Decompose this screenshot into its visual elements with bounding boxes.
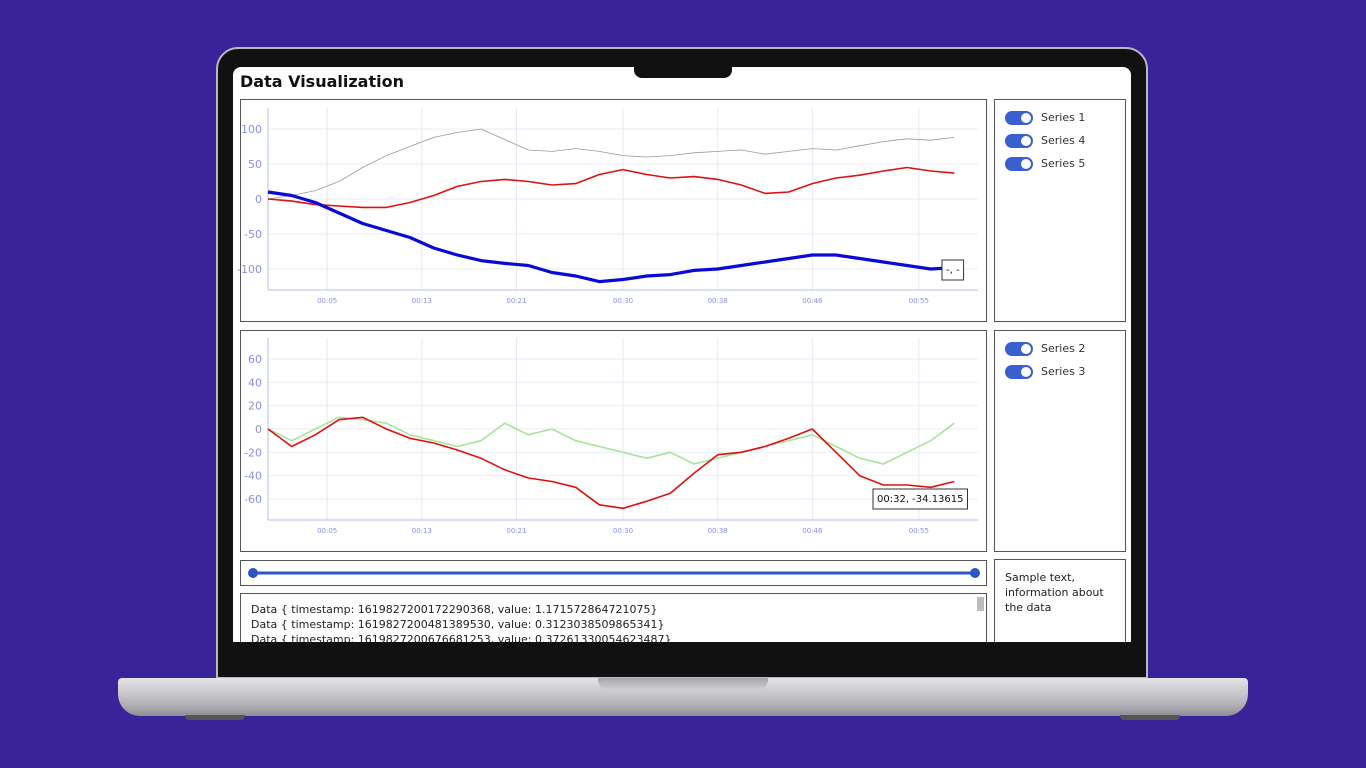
series-line [267, 128, 955, 200]
tooltip-box [941, 259, 965, 281]
chart-panel [240, 99, 987, 322]
tooltip-text: 00:32, -34.13615 [877, 494, 964, 505]
y-tick-label: -20 [244, 446, 262, 459]
toggle-switch[interactable] [1005, 364, 1033, 379]
legend-label: Series 3 [1041, 365, 1086, 378]
tooltip: 00:32, -34.13615 [872, 488, 968, 510]
scrollbar[interactable] [977, 597, 984, 611]
log-line: Data { timestamp: 1619827200676681253, v… [251, 633, 672, 642]
legend-panel: Series 1 Series 4 Series 5 [994, 99, 1126, 322]
x-tick-label: 00:38 [708, 527, 728, 535]
log-line: Data { timestamp: 1619827200481389530, v… [251, 618, 665, 631]
y-tick-label: -60 [244, 493, 262, 506]
chart-panel [240, 330, 987, 552]
screen: Data Visualization Series 1 Series 4 Serie… [233, 67, 1131, 642]
info-panel: Sample text, information about the data [994, 559, 1126, 642]
y-tick-label: -40 [244, 470, 262, 483]
y-tick-label: 60 [248, 353, 262, 366]
x-tick-label: 00:46 [802, 297, 823, 305]
laptop-lip [598, 678, 768, 690]
y-tick-label: 100 [241, 123, 262, 136]
info-text: Sample text, information about the data [1005, 571, 1104, 614]
toggle-switch[interactable] [1005, 156, 1033, 171]
y-tick-label: 50 [248, 158, 262, 171]
legend-label: Series 2 [1041, 342, 1086, 355]
legend-item[interactable]: Series 5 [995, 152, 1125, 175]
x-tick-label: 00:05 [317, 297, 337, 305]
y-tick-label: 0 [255, 193, 262, 206]
tooltip-text: -, - [946, 265, 960, 276]
x-tick-label: 00:38 [708, 297, 728, 305]
tooltip-box [872, 488, 968, 510]
x-tick-label: 00:13 [412, 297, 432, 305]
legend-item[interactable]: Series 1 [995, 106, 1125, 129]
legend-item[interactable]: Series 3 [995, 360, 1125, 383]
log-line: Data { timestamp: 1619827200172290368, v… [251, 603, 658, 616]
series-line [267, 416, 955, 465]
laptop-foot [185, 715, 245, 720]
x-tick-label: 00:46 [802, 527, 823, 535]
log-panel: Data { timestamp: 1619827200172290368, v… [240, 593, 987, 642]
slider-handle[interactable] [970, 568, 980, 578]
toggle-switch[interactable] [1005, 341, 1033, 356]
x-tick-label: 00:30 [613, 297, 633, 305]
series-line [267, 416, 955, 510]
series-line [267, 166, 955, 209]
series-line [267, 190, 955, 284]
x-tick-label: 00:21 [506, 297, 526, 305]
x-tick-label: 00:30 [613, 527, 633, 535]
toggle-switch[interactable] [1005, 110, 1033, 125]
x-tick-label: 00:13 [412, 527, 432, 535]
y-tick-label: 40 [248, 376, 262, 389]
slider-panel [240, 560, 987, 586]
tooltip: -, - [941, 259, 965, 281]
y-tick-label: 0 [255, 423, 262, 436]
x-tick-label: 00:21 [506, 527, 526, 535]
legend-panel: Series 2 Series 3 [994, 330, 1126, 552]
laptop-foot [1120, 715, 1180, 720]
legend-item[interactable]: Series 2 [995, 337, 1125, 360]
slider[interactable] [241, 561, 986, 585]
x-tick-label: 00:55 [909, 527, 929, 535]
page-title: Data Visualization [240, 72, 404, 91]
y-tick-label: -100 [237, 263, 262, 276]
x-tick-label: 00:05 [317, 527, 337, 535]
x-tick-label: 00:55 [909, 297, 929, 305]
slider-handle[interactable] [248, 568, 258, 578]
camera-notch [634, 66, 732, 78]
legend-label: Series 1 [1041, 111, 1086, 124]
toggle-switch[interactable] [1005, 133, 1033, 148]
y-tick-label: -50 [244, 228, 262, 241]
legend-item[interactable]: Series 4 [995, 129, 1125, 152]
legend-label: Series 5 [1041, 157, 1086, 170]
legend-label: Series 4 [1041, 134, 1086, 147]
y-tick-label: 20 [248, 400, 262, 413]
